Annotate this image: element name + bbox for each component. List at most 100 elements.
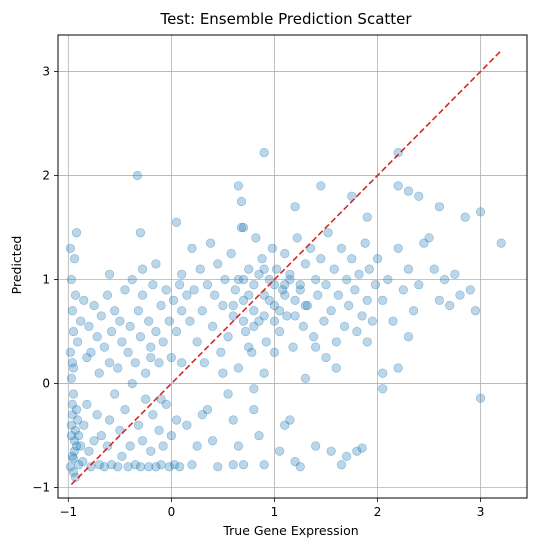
data-point <box>123 347 133 357</box>
data-point <box>278 285 288 295</box>
data-point <box>393 243 403 253</box>
data-point <box>168 295 179 305</box>
data-point <box>331 337 341 347</box>
data-point <box>104 358 115 368</box>
data-point <box>434 202 444 212</box>
data-point <box>171 217 182 227</box>
data-point <box>313 290 323 300</box>
data-point <box>67 399 78 409</box>
data-point <box>311 441 321 451</box>
data-point <box>130 460 140 470</box>
data-point <box>130 358 140 368</box>
data-point <box>67 410 78 420</box>
data-point <box>102 290 113 300</box>
data-point <box>185 316 195 326</box>
data-point <box>120 404 130 415</box>
x-axis-label: True Gene Expression <box>222 523 358 538</box>
data-point <box>218 368 228 378</box>
data-point <box>275 326 285 337</box>
data-point <box>102 441 113 451</box>
data-point <box>439 274 450 285</box>
data-point <box>79 295 89 305</box>
data-point <box>333 290 343 300</box>
data-point <box>238 222 249 233</box>
data-point <box>259 368 269 378</box>
data-point <box>156 300 166 311</box>
data-point <box>290 311 300 321</box>
data-point <box>89 300 99 311</box>
data-point <box>378 384 388 394</box>
data-point <box>113 363 123 373</box>
data-point <box>362 337 372 347</box>
data-point <box>92 410 102 420</box>
data-point <box>357 443 367 453</box>
data-point <box>329 264 339 274</box>
data-point <box>71 228 82 238</box>
data-point <box>76 441 86 451</box>
data-point <box>362 212 372 222</box>
data-point <box>378 368 388 378</box>
data-point <box>148 280 158 290</box>
data-point <box>269 316 280 326</box>
grid-lines <box>58 35 527 498</box>
data-point <box>360 238 370 248</box>
data-point <box>161 285 171 295</box>
data-point <box>280 280 290 290</box>
data-point <box>496 238 506 248</box>
data-point <box>79 420 89 430</box>
data-point <box>197 410 207 420</box>
data-point <box>144 462 154 472</box>
data-point <box>342 274 352 285</box>
data-point <box>158 337 168 347</box>
data-point <box>264 295 274 305</box>
data-point <box>233 181 243 191</box>
data-point <box>113 462 123 472</box>
data-point <box>249 321 259 331</box>
data-point <box>298 321 308 331</box>
data-point <box>82 399 92 409</box>
data-point <box>455 290 465 300</box>
data-point <box>104 415 115 425</box>
data-point <box>125 321 135 331</box>
data-point <box>127 378 137 389</box>
data-point <box>249 306 259 316</box>
data-point <box>175 462 185 472</box>
data-point <box>175 280 185 290</box>
data-point <box>127 274 137 285</box>
data-point <box>344 300 354 311</box>
data-point <box>99 462 109 472</box>
data-point <box>342 451 352 461</box>
data-point <box>208 436 218 446</box>
data-point <box>238 460 249 470</box>
data-point <box>187 460 197 470</box>
data-point <box>336 243 347 253</box>
data-point <box>238 295 249 305</box>
x-tick-label: 1 <box>271 505 279 519</box>
data-point <box>228 311 238 321</box>
data-point <box>110 306 120 316</box>
data-point <box>106 460 117 470</box>
x-tick-label: 0 <box>168 505 176 519</box>
data-point <box>72 415 83 425</box>
data-point <box>364 264 374 274</box>
data-point <box>66 420 76 430</box>
data-point <box>321 352 331 363</box>
data-point <box>166 430 176 441</box>
data-point <box>300 259 310 269</box>
data-point <box>156 460 166 470</box>
data-point <box>218 300 228 311</box>
data-point <box>137 264 148 274</box>
x-tick-label: 2 <box>374 505 382 519</box>
data-point <box>230 285 240 295</box>
data-point <box>347 254 357 264</box>
data-point <box>228 300 238 311</box>
data-point <box>66 430 76 441</box>
data-point <box>137 436 148 446</box>
data-point <box>228 460 238 470</box>
data-point <box>336 460 347 470</box>
data-point <box>76 316 86 326</box>
data-point <box>68 363 79 373</box>
data-point <box>302 300 313 311</box>
data-point <box>99 342 109 352</box>
